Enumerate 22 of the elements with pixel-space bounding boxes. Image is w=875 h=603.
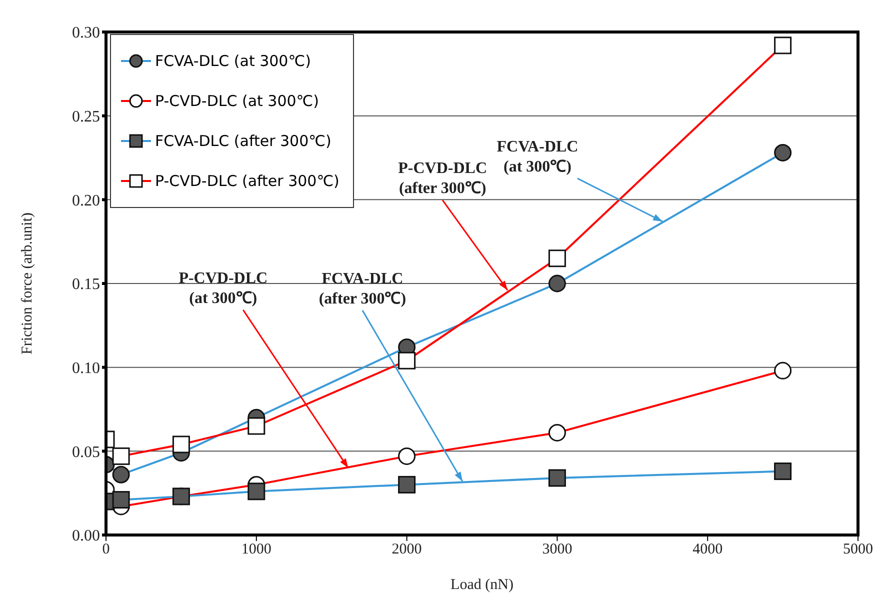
y-tick-label: 0.20 xyxy=(72,192,100,210)
legend-label: FCVA-DLC (at 300℃) xyxy=(155,52,311,70)
annotation: P-CVD-DLC (at 300℃) xyxy=(178,270,268,307)
annotation: P-CVD-DLC (after 300℃) xyxy=(398,160,488,198)
x-tick-label: 1000 xyxy=(241,542,272,558)
y-tick-label: 0.05 xyxy=(72,444,100,461)
y-tick-label: 0.15 xyxy=(72,276,100,294)
legend-label: P-CVD-DLC (after 300℃) xyxy=(155,172,340,190)
y-tick-label: 0.10 xyxy=(72,360,100,378)
x-tick-label: 3000 xyxy=(542,542,572,558)
legend-label: P-CVD-DLC (at 300℃) xyxy=(155,92,319,110)
annotation: FCVA-DLC (at 300℃) xyxy=(496,138,578,176)
y-axis-title: Friction force (arb.unit) xyxy=(19,212,36,355)
x-axis-title: Load (nN) xyxy=(450,577,514,593)
x-tick-label: 2000 xyxy=(392,542,422,558)
x-tick-label: 5000 xyxy=(843,542,873,558)
x-tick-label: 4000 xyxy=(692,542,723,558)
y-tick-label: 0.25 xyxy=(72,108,100,126)
y-tick-label: 0.30 xyxy=(72,24,100,42)
x-tick-label: 0 xyxy=(102,542,110,558)
legend-label: FCVA-DLC (after 300℃) xyxy=(155,132,332,150)
y-tick-label: 0.00 xyxy=(72,528,100,545)
